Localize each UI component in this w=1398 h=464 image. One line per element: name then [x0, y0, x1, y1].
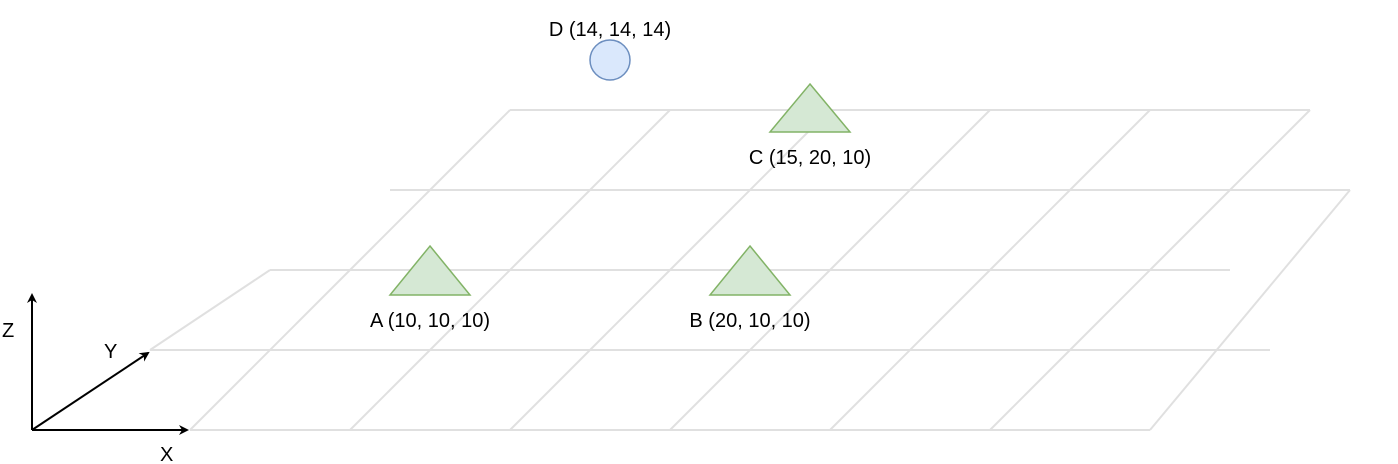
point-b-triangle [708, 244, 792, 296]
z-axis-label: Z [2, 320, 14, 342]
point-a: A (10, 10, 10) [370, 244, 490, 332]
y-axis-arrow [31, 351, 150, 431]
grid-column-line [149, 269, 271, 351]
grid-column-line [829, 109, 1151, 431]
grid-column-line [669, 109, 991, 431]
axes-group [27, 293, 189, 435]
point-a-label: A (10, 10, 10) [370, 310, 490, 332]
grid-column-line [349, 109, 671, 431]
grid-column-line [1149, 189, 1351, 431]
point-c-triangle [768, 82, 852, 133]
point-c-label: C (15, 20, 10) [749, 147, 871, 169]
point-d-circle [589, 39, 631, 81]
point-a-triangle [388, 244, 472, 296]
point-d: D (14, 14, 14) [549, 19, 671, 81]
grid-column-line [989, 109, 1311, 431]
grid-column-line [509, 109, 831, 431]
point-b-label: B (20, 10, 10) [689, 310, 810, 332]
y-axis-label: Y [104, 341, 117, 363]
x-axis-label: X [160, 444, 173, 464]
point-d-label: D (14, 14, 14) [549, 19, 671, 41]
point-b: B (20, 10, 10) [689, 244, 811, 332]
point-c: C (15, 20, 10) [749, 82, 871, 169]
grid-column-line [189, 109, 511, 431]
